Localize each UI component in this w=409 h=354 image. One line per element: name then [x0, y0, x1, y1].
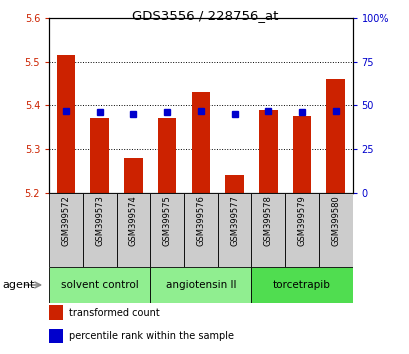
Bar: [217, 193, 251, 267]
Text: agent: agent: [2, 280, 34, 290]
Bar: [83, 193, 116, 267]
Bar: [56, 55, 75, 193]
Bar: [191, 92, 210, 193]
Text: angiotensin II: angiotensin II: [165, 280, 236, 290]
Bar: [292, 116, 310, 193]
Bar: [318, 193, 352, 267]
Bar: [225, 176, 243, 193]
Text: GSM399573: GSM399573: [95, 195, 104, 246]
Bar: [49, 267, 150, 303]
Bar: [49, 193, 83, 267]
Bar: [49, 329, 63, 343]
Bar: [49, 305, 63, 320]
Bar: [116, 193, 150, 267]
Text: GSM399576: GSM399576: [196, 195, 205, 246]
Text: GSM399578: GSM399578: [263, 195, 272, 246]
Text: GSM399580: GSM399580: [330, 195, 339, 246]
Text: GDS3556 / 228756_at: GDS3556 / 228756_at: [131, 9, 278, 22]
Bar: [258, 110, 277, 193]
Text: GSM399577: GSM399577: [229, 195, 238, 246]
Bar: [251, 193, 285, 267]
Text: solvent control: solvent control: [61, 280, 138, 290]
Bar: [157, 119, 176, 193]
Bar: [285, 193, 318, 267]
Bar: [90, 119, 109, 193]
Text: GSM399574: GSM399574: [129, 195, 138, 246]
Bar: [124, 158, 142, 193]
Text: torcetrapib: torcetrapib: [272, 280, 330, 290]
Text: transformed count: transformed count: [69, 308, 159, 318]
Text: GSM399575: GSM399575: [162, 195, 171, 246]
Bar: [184, 193, 217, 267]
Bar: [150, 267, 251, 303]
Text: GSM399579: GSM399579: [297, 195, 306, 246]
Text: percentile rank within the sample: percentile rank within the sample: [69, 331, 234, 341]
Bar: [150, 193, 184, 267]
Text: GSM399572: GSM399572: [61, 195, 70, 246]
Bar: [326, 79, 344, 193]
Bar: [251, 267, 352, 303]
